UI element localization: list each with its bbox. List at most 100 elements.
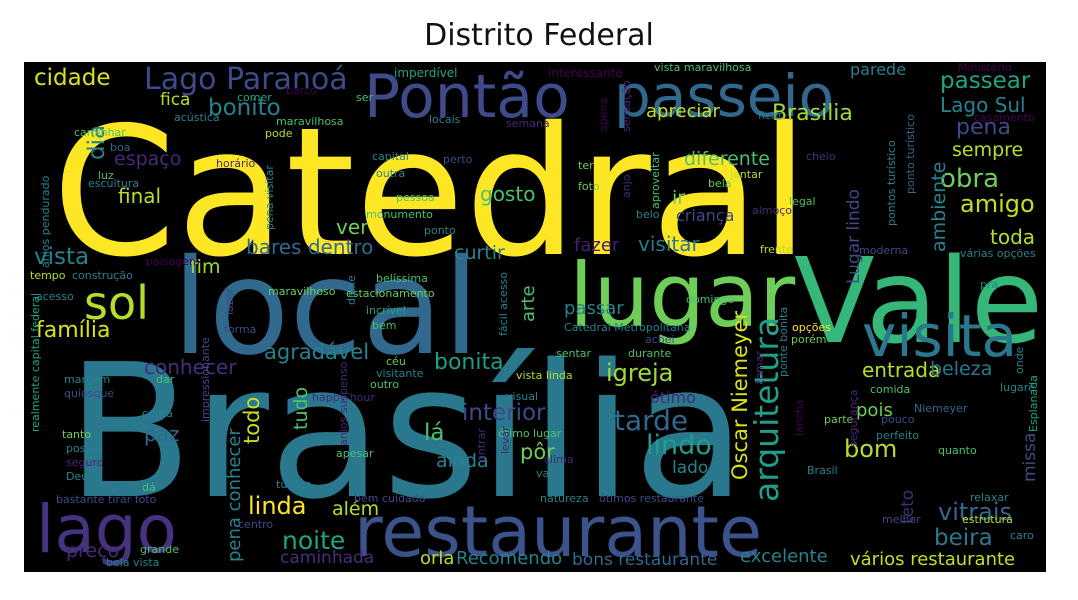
cloud-word: locais (429, 113, 461, 126)
cloud-word: ainda (436, 450, 489, 472)
cloud-word: ponte bonita (777, 306, 790, 377)
cloud-word: passeio (614, 62, 835, 130)
cloud-word: caminhada (280, 548, 375, 568)
cloud-word: cidade (34, 65, 111, 91)
cloud-word: escultura (88, 177, 140, 190)
cloud-word: relaxar (970, 491, 1009, 504)
cloud-word: pessoa (396, 191, 435, 204)
cloud-word: lancha (793, 399, 806, 436)
chart-title: Distrito Federal (424, 18, 654, 53)
cloud-word: durante (628, 347, 672, 360)
cloud-word: comer (237, 91, 272, 104)
cloud-word: forma (224, 323, 257, 336)
cloud-word: casamento (974, 111, 1035, 124)
cloud-word: várias opções (960, 247, 1036, 260)
cloud-word: paz (144, 422, 180, 446)
cloud-word: anjos pendurado (39, 175, 52, 268)
cloud-word: quanto (938, 444, 977, 457)
cloud-word: maravilhosa (276, 115, 344, 128)
cloud-word: vitrais (938, 498, 1013, 526)
cloud-word: legal (789, 195, 816, 208)
cloud-word: pena visitar (263, 165, 276, 230)
cloud-word: Catedral (52, 89, 810, 296)
cloud-word: passear (940, 68, 1031, 94)
cloud-word: visual (506, 390, 539, 403)
cloud-word: bela (708, 177, 732, 190)
cloud-word: ver (336, 215, 369, 239)
cloud-word: foto (578, 180, 600, 193)
cloud-word: passar (564, 298, 624, 319)
cloud-word: almoço (752, 204, 793, 217)
cloud-word: acesso (36, 290, 74, 303)
cloud-word: seguro (66, 456, 104, 469)
cloud-word: além (332, 498, 380, 520)
cloud-word: parte (824, 413, 854, 426)
cloud-word: Catedral Metropolitana (564, 321, 691, 334)
cloud-word: pode (265, 127, 293, 140)
cloud-word: natureza (540, 492, 589, 505)
cloud-word: visita (862, 302, 1018, 370)
cloud-word: fazer (574, 235, 620, 256)
cloud-word: acústica (174, 111, 220, 124)
cloud-word: tarde (614, 404, 689, 437)
cloud-word: grande (140, 543, 179, 556)
cloud-word: segurança (847, 389, 860, 447)
cloud-word: ótimo (650, 388, 696, 407)
cloud-word: sol (84, 276, 149, 330)
cloud-word: igreja (606, 359, 674, 387)
cloud-word: Pontão (364, 62, 570, 132)
cloud-word: ficar (758, 109, 783, 122)
cloud-word: pena (956, 115, 1011, 140)
cloud-word: domingo (686, 293, 735, 306)
cloud-word: local (172, 231, 480, 385)
cloud-word: realmente capital federal (29, 292, 42, 432)
cloud-word: bem cuidado (354, 492, 426, 505)
cloud-word: dar (156, 373, 175, 386)
cloud-word: gosto (480, 182, 536, 206)
cloud-word: lá (424, 420, 445, 446)
cloud-word: vista linda (516, 369, 573, 382)
cloud-word: Brasilia (772, 101, 853, 126)
cloud-word: todo (240, 396, 264, 444)
cloud-word: outro (370, 378, 400, 391)
cloud-word: impressionante (199, 337, 212, 422)
cloud-word: sensação (620, 80, 633, 132)
cloud-word: horário (216, 157, 256, 170)
cloud-word: entrar (475, 428, 488, 462)
cloud-word: onde (1013, 346, 1026, 374)
cloud-word: missa (1020, 432, 1040, 482)
cloud-word: melhor (882, 513, 921, 526)
cloud-word: possui (66, 442, 102, 455)
cloud-word: final (118, 184, 162, 208)
cloud-word: happy hour (312, 391, 375, 404)
cloud-word: bons restaurante (572, 550, 718, 570)
cloud-word: deixe (345, 275, 358, 305)
cloud-word: arte (518, 285, 539, 322)
cloud-word: tudo (290, 386, 312, 430)
cloud-word: porém (791, 333, 827, 346)
cloud-word: preço (66, 540, 120, 562)
cloud-word: agradável (264, 340, 370, 364)
cloud-word: levar (499, 426, 512, 454)
cloud-word: conta (142, 407, 173, 420)
cloud-word: Esplanada (1027, 375, 1040, 432)
cloud-word: perto (443, 153, 473, 166)
cloud-word: tomar (753, 350, 766, 384)
cloud-word: interessante (548, 66, 623, 80)
cloud-word: barco (286, 84, 317, 97)
cloud-word: Oscar Niemeyer (728, 310, 752, 480)
cloud-word: vista (34, 244, 90, 270)
cloud-word: construção (72, 269, 133, 282)
cloud-word: bela vista (106, 556, 160, 569)
cloud-word: comida (870, 383, 911, 396)
cloud-word: anjo (620, 174, 633, 199)
cloud-word: achei (645, 333, 675, 346)
cloud-word: opções (792, 321, 831, 334)
cloud-word: bares dentro (246, 235, 374, 259)
cloud-word: clima (544, 453, 574, 466)
cloud-word: tempo (30, 269, 66, 282)
cloud-word: Deu (66, 470, 89, 483)
cloud-word: bonita (434, 350, 504, 375)
cloud-word: fácil acesso (497, 271, 510, 336)
cloud-word: belo (636, 208, 660, 221)
